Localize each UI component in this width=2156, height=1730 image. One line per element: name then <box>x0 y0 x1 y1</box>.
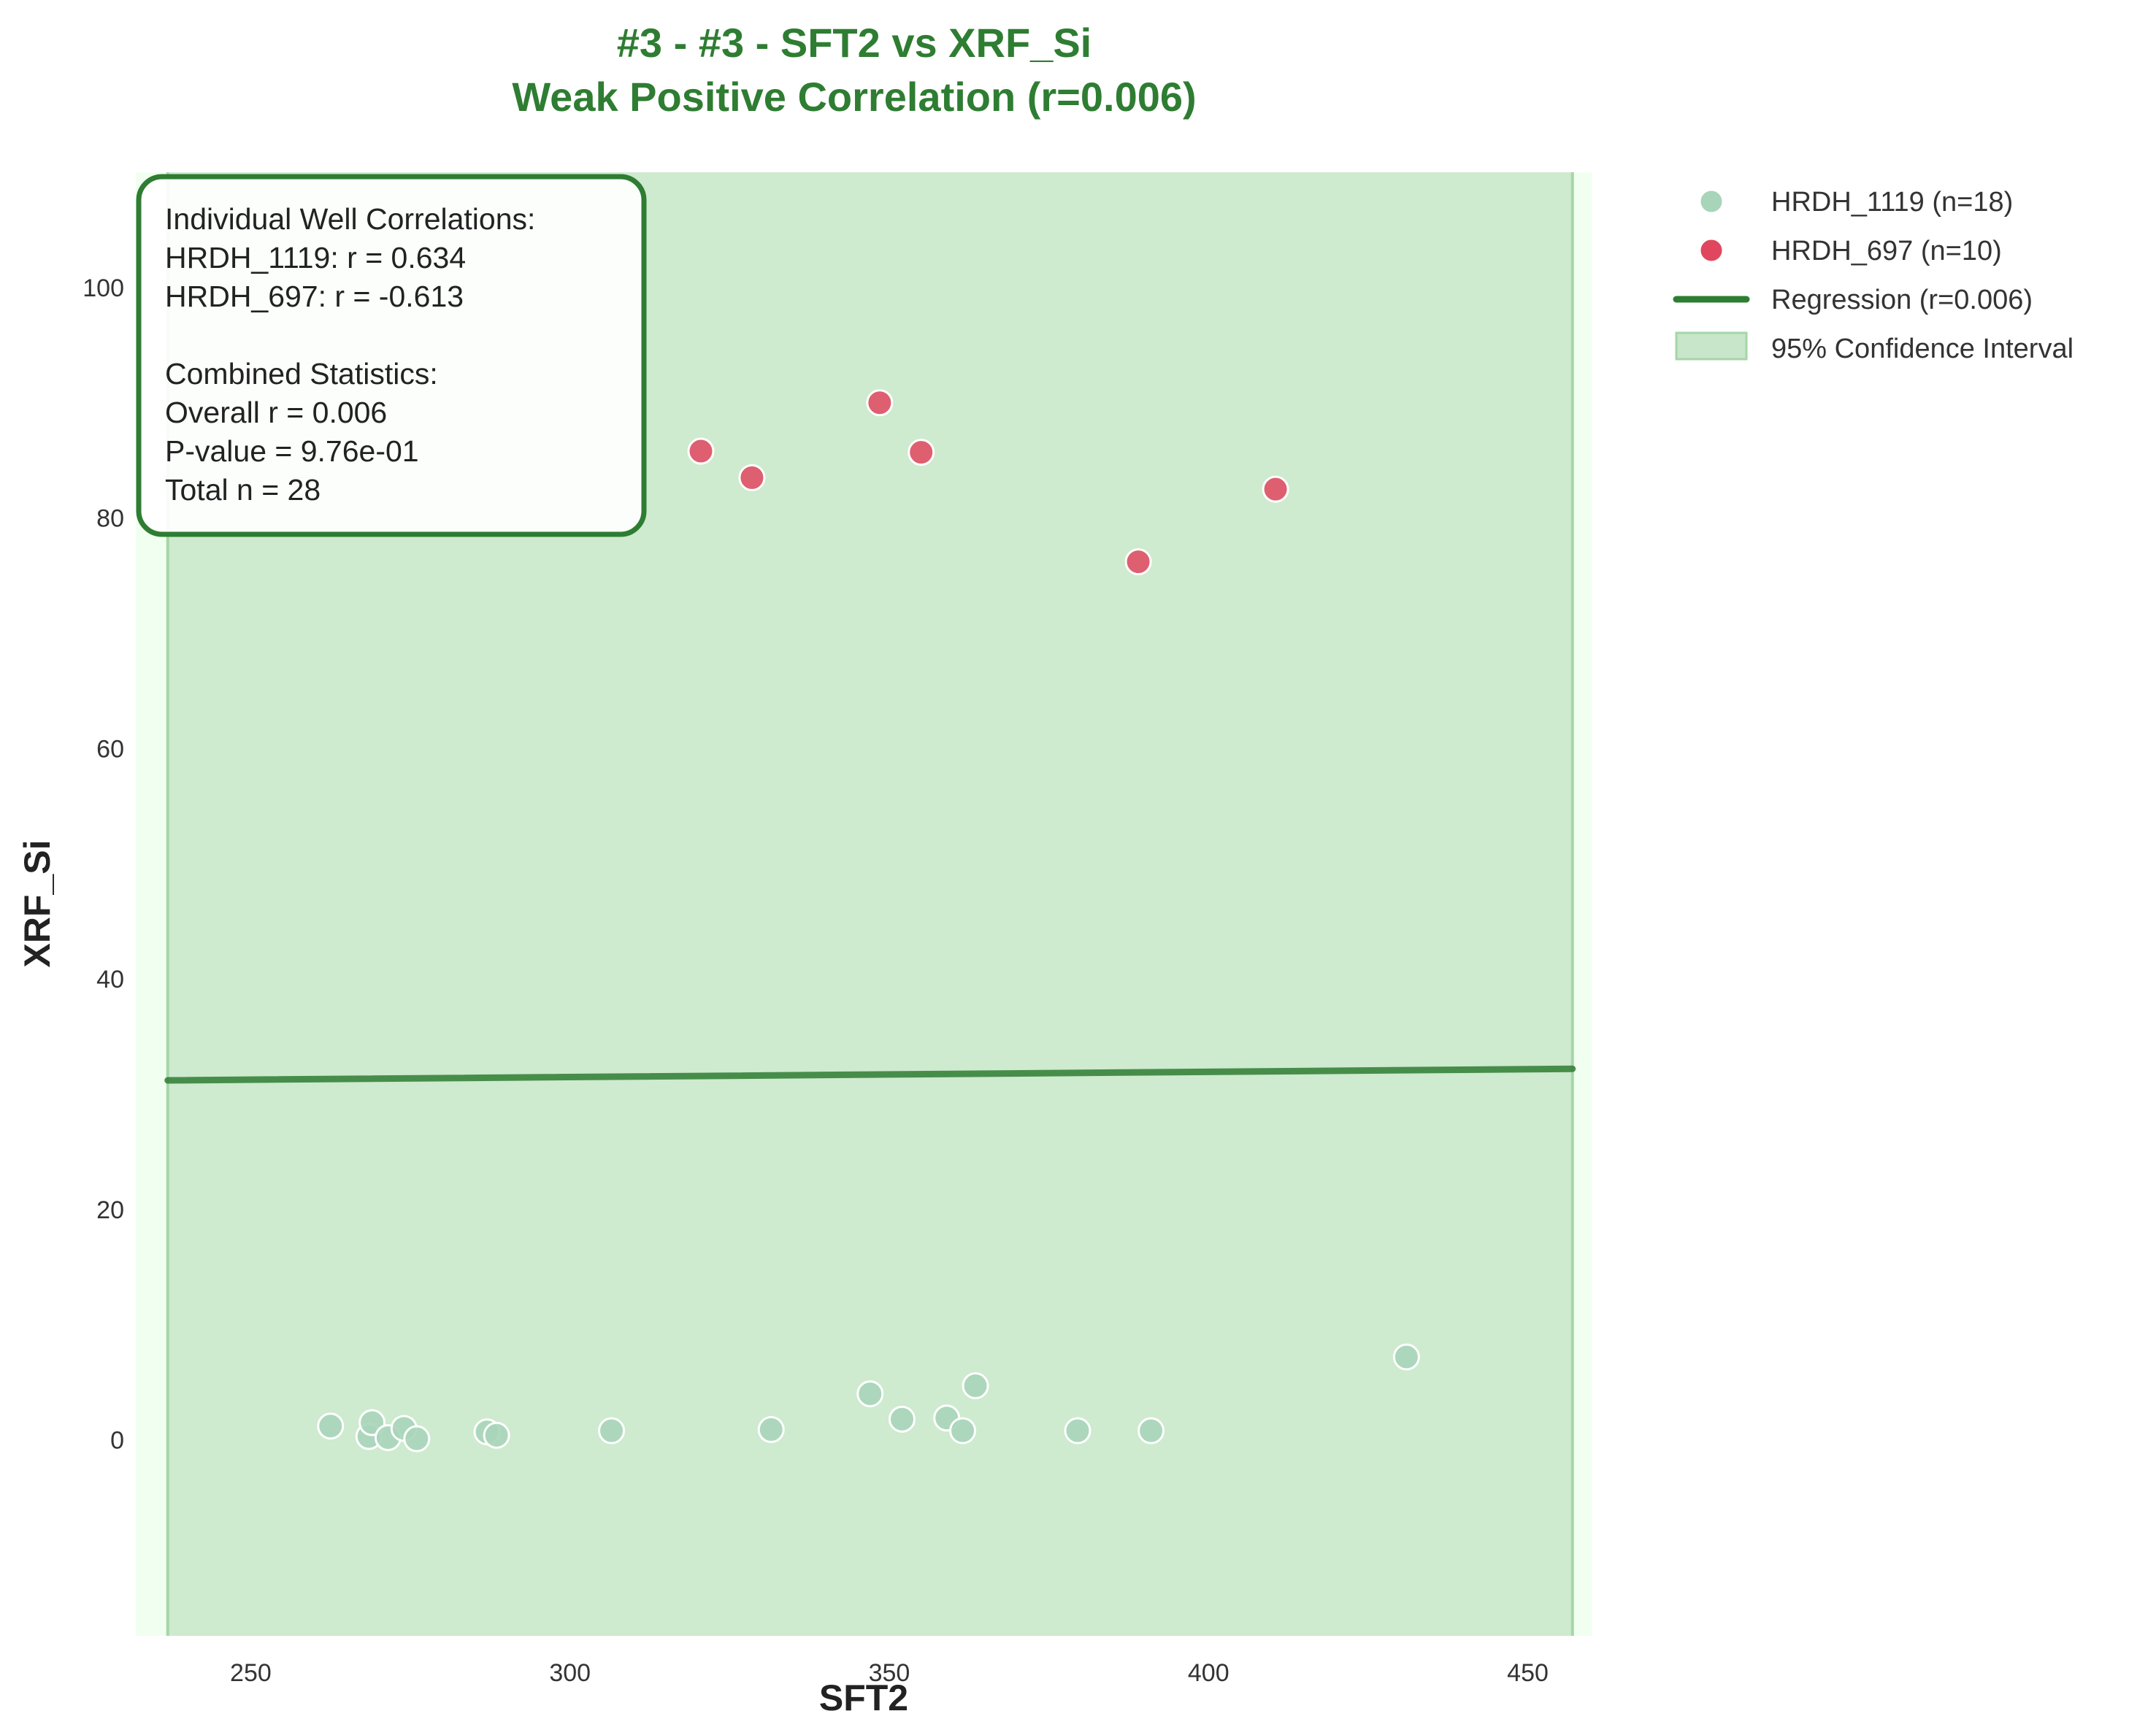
y-axis-label: XRF_Si <box>17 839 58 967</box>
point-hrdh1119-8 <box>483 1421 510 1449</box>
stats-line-1: Individual Well Correlations: <box>165 202 535 236</box>
y-axis-ticks: 0 20 40 60 80 100 <box>83 274 124 1455</box>
point-hrdh1119-18 <box>1392 1343 1420 1371</box>
legend-label-hrdh697: HRDH_697 (n=10) <box>1771 236 2002 266</box>
stats-line-7: P-value = 9.76e-01 <box>165 434 419 468</box>
stats-line-6: Overall r = 0.006 <box>165 396 387 429</box>
stats-box-frame <box>136 174 647 537</box>
legend-marker-hrdh1119 <box>1698 188 1725 215</box>
x-tick-label-400: 400 <box>1188 1659 1229 1687</box>
point-hrdh1119-11 <box>856 1380 884 1407</box>
stats-line-8: Total n = 28 <box>165 473 321 507</box>
point-hrdh1119-9 <box>598 1417 626 1445</box>
y-tick-label-0: 0 <box>110 1427 124 1455</box>
x-axis-label: SFT2 <box>819 1677 908 1718</box>
point-hrdh1119-1 <box>317 1412 345 1440</box>
data-points <box>317 389 1420 1453</box>
stats-line-5: Combined Statistics: <box>165 357 438 391</box>
x-axis-ticks: 250 300 350 400 450 <box>230 1659 1549 1687</box>
y-tick-label-40: 40 <box>96 966 124 993</box>
y-tick-label-100: 100 <box>83 274 124 302</box>
point-hrdh1119-14 <box>949 1417 977 1445</box>
point-hrdh697-4 <box>908 439 935 466</box>
point-hrdh697-2 <box>738 464 766 491</box>
point-hrdh1119-15 <box>962 1372 989 1399</box>
point-hrdh697-3 <box>866 389 894 417</box>
legend-marker-confidence-interval <box>1675 331 1748 361</box>
legend-marker-hrdh697 <box>1698 237 1725 264</box>
legend-label-hrdh1119: HRDH_1119 (n=18) <box>1771 187 2013 218</box>
stats-line-2: HRDH_1119: r = 0.634 <box>165 241 466 274</box>
legend-label-confidence-interval: 95% Confidence Interval <box>1771 334 2073 364</box>
point-hrdh697-6 <box>1262 475 1289 503</box>
x-tick-label-350: 350 <box>869 1659 910 1687</box>
chart-subtitle: Weak Positive Correlation (r=0.006) <box>512 74 1196 120</box>
y-tick-label-80: 80 <box>96 505 124 533</box>
x-tick-label-300: 300 <box>549 1659 591 1687</box>
x-tick-label-250: 250 <box>230 1659 272 1687</box>
y-tick-label-20: 20 <box>96 1196 124 1224</box>
legend: HRDH_1119 (n=18) HRDH_697 (n=10) Regress… <box>1673 187 2073 364</box>
x-tick-label-450: 450 <box>1507 1659 1549 1687</box>
y-tick-label-60: 60 <box>96 735 124 763</box>
point-hrdh1119-10 <box>757 1415 785 1443</box>
stats-box: Individual Well Correlations: HRDH_1119:… <box>136 174 647 537</box>
point-hrdh1119-6 <box>403 1425 431 1453</box>
regression-line <box>164 1065 1576 1084</box>
point-hrdh1119-16 <box>1064 1417 1092 1445</box>
point-hrdh697-5 <box>1124 548 1152 576</box>
stats-line-3: HRDH_697: r = -0.613 <box>165 280 464 313</box>
legend-label-regression: Regression (r=0.006) <box>1771 285 2033 315</box>
chart-title: #3 - #3 - SFT2 vs XRF_Si <box>617 20 1092 66</box>
point-hrdh1119-17 <box>1138 1417 1165 1445</box>
point-hrdh1119-12 <box>888 1405 916 1433</box>
point-hrdh697-1 <box>687 437 715 465</box>
